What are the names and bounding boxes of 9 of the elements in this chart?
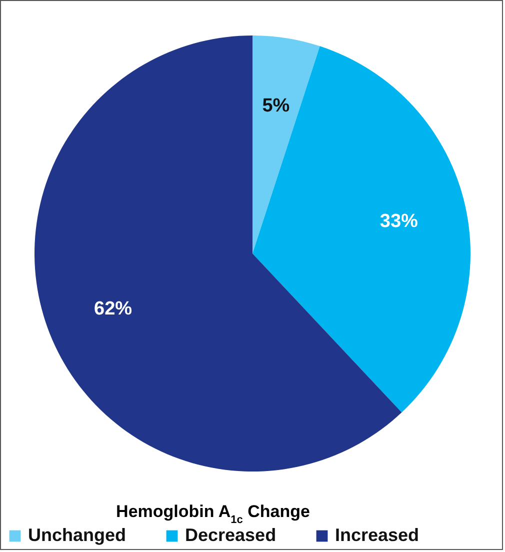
legend-label: Unchanged <box>28 525 126 545</box>
legend-title: Hemoglobin A$_{1c}$ Change <box>116 502 310 526</box>
legend-label: Increased <box>335 525 420 545</box>
data-label: 62% <box>94 298 132 320</box>
pie-slice <box>252 46 470 412</box>
data-label: 33% <box>380 210 418 232</box>
data-label: 5% <box>262 95 290 116</box>
pie-slice <box>252 36 320 254</box>
legend-label: Decreased <box>185 525 276 545</box>
